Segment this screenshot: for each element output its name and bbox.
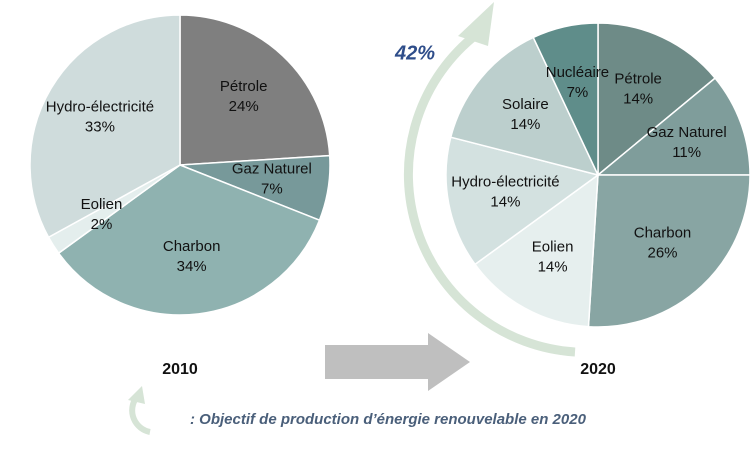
pie-slice: [445, 136, 600, 266]
slice-value-label: 14%: [490, 194, 520, 211]
slice-label: Hydro-électricité: [451, 174, 559, 191]
slice-label: Hydro-électricité: [46, 99, 154, 116]
arc-arrowhead: [458, 2, 494, 46]
slice-label: Eolien: [81, 196, 123, 213]
chart-title: 2020: [580, 361, 616, 378]
pie-slice: [57, 164, 321, 316]
slice-value-label: 14%: [623, 91, 653, 108]
slice-value-label: 33%: [85, 119, 115, 136]
annotation: 42%: [394, 42, 435, 64]
slice-label: Nucléaire: [546, 64, 609, 81]
chart-title: 2010: [162, 361, 198, 378]
pie-slice: [597, 22, 717, 177]
slice-label: Charbon: [163, 238, 221, 255]
pie-slice: [587, 174, 751, 328]
slice-value-label: 34%: [177, 258, 207, 275]
pie-slice: [595, 77, 751, 176]
slice-value-label: 14%: [538, 259, 568, 276]
legend-arrowhead: [128, 386, 145, 404]
slice-label: Eolien: [532, 239, 574, 256]
pie-slice: [449, 36, 600, 177]
slice-label: Gaz Naturel: [232, 161, 312, 178]
legend-arc: [129, 396, 151, 435]
slice-value-label: 24%: [229, 98, 259, 115]
legend-text: : Objectif de production d’énergie renou…: [190, 411, 587, 428]
pie-slice: [179, 14, 331, 166]
slice-label: Charbon: [634, 225, 692, 242]
slice-value-label: 7%: [567, 84, 589, 101]
slice-label: Pétrole: [220, 78, 268, 95]
slice-value-label: 26%: [647, 245, 677, 262]
renewable-arc: [403, 34, 576, 357]
slice-value-label: 11%: [672, 144, 701, 161]
slice-label: Pétrole: [614, 71, 662, 88]
slice-value-label: 7%: [261, 181, 283, 198]
slice-value-label: 2%: [91, 216, 113, 233]
pie-slice: [29, 14, 181, 239]
slice-label: Gaz Naturel: [647, 124, 727, 141]
pie-slice: [532, 22, 599, 176]
slice-label: Solaire: [502, 96, 549, 113]
slice-value-label: 14%: [510, 116, 540, 133]
pie-slice: [473, 173, 599, 328]
transition-arrow: [325, 333, 470, 391]
